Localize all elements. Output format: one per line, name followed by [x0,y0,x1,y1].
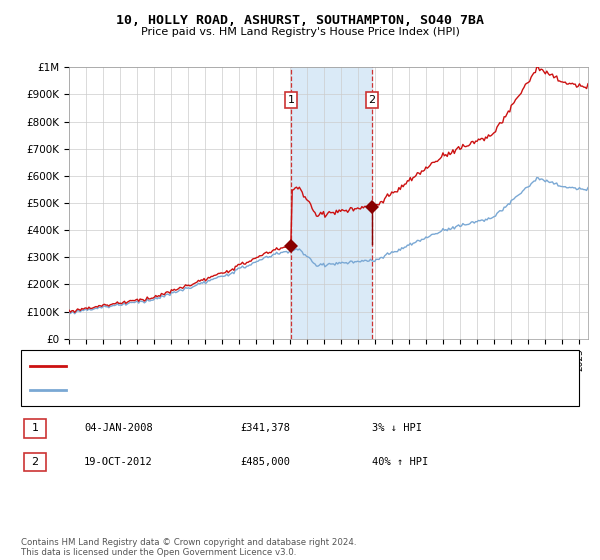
Text: Contains HM Land Registry data © Crown copyright and database right 2024.
This d: Contains HM Land Registry data © Crown c… [21,538,356,557]
Bar [291,67,372,339]
Text: £485,000: £485,000 [240,457,290,467]
Text: 3% ↓ HPI: 3% ↓ HPI [372,423,422,433]
Text: 10, HOLLY ROAD, ASHURST, SOUTHAMPTON, SO40 7BA: 10, HOLLY ROAD, ASHURST, SOUTHAMPTON, SO… [116,14,484,27]
Text: 04-JAN-2008: 04-JAN-2008 [84,423,153,433]
Text: £341,378: £341,378 [240,423,290,433]
Text: Price paid vs. HM Land Registry's House Price Index (HPI): Price paid vs. HM Land Registry's House … [140,27,460,37]
Text: 1: 1 [31,423,38,433]
Text: 2: 2 [368,95,376,105]
Text: 10, HOLLY ROAD, ASHURST, SOUTHAMPTON, SO40 7BA (detached house): 10, HOLLY ROAD, ASHURST, SOUTHAMPTON, SO… [72,361,432,371]
Text: 2: 2 [31,457,38,467]
Text: HPI: Average price, detached house, New Forest: HPI: Average price, detached house, New … [72,385,307,395]
Text: 40% ↑ HPI: 40% ↑ HPI [372,457,428,467]
Text: 19-OCT-2012: 19-OCT-2012 [84,457,153,467]
Text: 1: 1 [287,95,295,105]
